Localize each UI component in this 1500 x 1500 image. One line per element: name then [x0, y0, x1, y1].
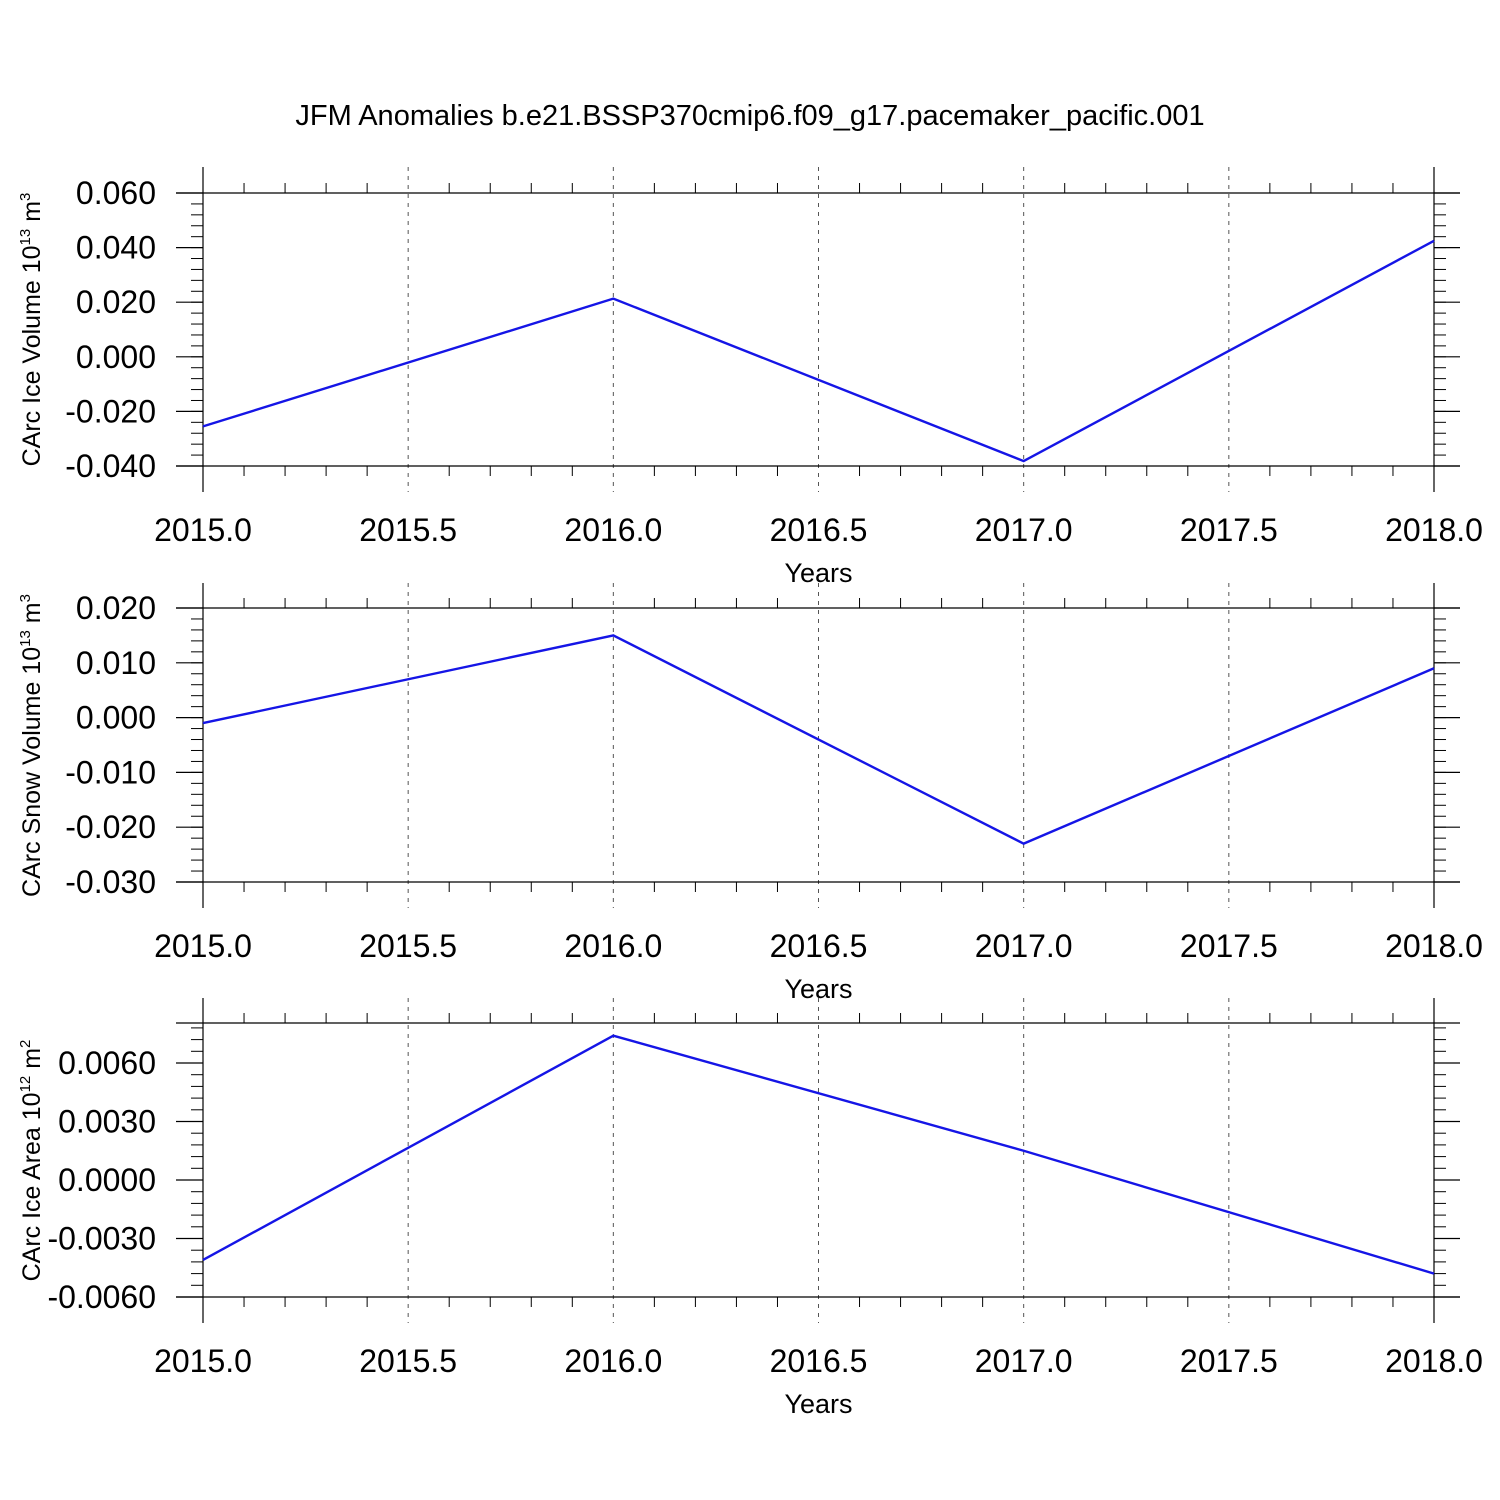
y-tick-label: 0.040 — [76, 230, 156, 266]
y-tick-label: 0.010 — [76, 645, 156, 681]
y-tick-label: 0.0060 — [58, 1045, 156, 1081]
x-tick-label: 2016.0 — [564, 928, 662, 964]
y-tick-label: 0.020 — [76, 590, 156, 626]
x-tick-label: 2016.5 — [770, 928, 868, 964]
x-tick-label: 2018.0 — [1385, 1343, 1483, 1379]
y-axis-title: CArc Ice Area 1012 m2 — [17, 1040, 46, 1282]
series-line — [202, 634, 1435, 845]
x-tick-label: 2015.0 — [154, 512, 252, 548]
x-tick-label: 2015.0 — [154, 1343, 252, 1379]
y-tick-label: -0.0030 — [47, 1221, 156, 1257]
x-tick-label: 2017.5 — [1180, 1343, 1278, 1379]
chart-title: JFM Anomalies b.e21.BSSP370cmip6.f09_g17… — [295, 100, 1205, 132]
series-line — [202, 239, 1435, 463]
x-tick-label: 2017.0 — [975, 512, 1073, 548]
y-tick-label: -0.0060 — [47, 1279, 156, 1315]
x-tick-label: 2015.0 — [154, 928, 252, 964]
x-axis-title: Years — [784, 1389, 852, 1419]
panel-3: 2015.0 2015.5 2016.0 2016.5 2017.0 2017.5 2018… — [17, 998, 1483, 1419]
y-tick-label: 0.000 — [76, 339, 156, 375]
x-tick-label: 2017.5 — [1180, 928, 1278, 964]
x-tick-label: 2018.0 — [1385, 512, 1483, 548]
y-tick-label: 0.0000 — [58, 1162, 156, 1198]
x-tick-label: 2016.5 — [770, 512, 868, 548]
x-tick-label: 2017.0 — [975, 928, 1073, 964]
y-axis-title: CArc Snow Volume 1013 m3 — [17, 594, 46, 897]
x-tick-label: 2016.0 — [564, 512, 662, 548]
y-tick-label: -0.030 — [65, 864, 156, 900]
x-tick-label: 2015.5 — [359, 1343, 457, 1379]
y-axis-title: CArc Ice Volume 1013 m3 — [17, 193, 46, 467]
series-line — [202, 1034, 1435, 1275]
y-tick-label: 0.060 — [76, 175, 156, 211]
x-tick-label: 2015.5 — [359, 928, 457, 964]
x-tick-label: 2016.5 — [770, 1343, 868, 1379]
x-tick-label: 2015.5 — [359, 512, 457, 548]
y-tick-label: -0.020 — [65, 393, 156, 429]
panel-2: 2015.0 2015.5 2016.0 2016.5 2017.0 2017.5 2018… — [17, 583, 1483, 1004]
x-tick-label: 2017.0 — [975, 1343, 1073, 1379]
y-tick-label: 0.0030 — [58, 1104, 156, 1140]
y-tick-label: -0.010 — [65, 754, 156, 790]
y-tick-label: 0.020 — [76, 284, 156, 320]
y-tick-label: -0.040 — [65, 448, 156, 484]
x-tick-label: 2017.5 — [1180, 512, 1278, 548]
panel-1: 2015.0 2015.5 2016.0 2016.5 2017.0 2017.5 2018… — [17, 167, 1483, 588]
y-tick-label: -0.020 — [65, 809, 156, 845]
x-tick-label: 2018.0 — [1385, 928, 1483, 964]
x-tick-label: 2016.0 — [564, 1343, 662, 1379]
y-tick-label: 0.000 — [76, 700, 156, 736]
